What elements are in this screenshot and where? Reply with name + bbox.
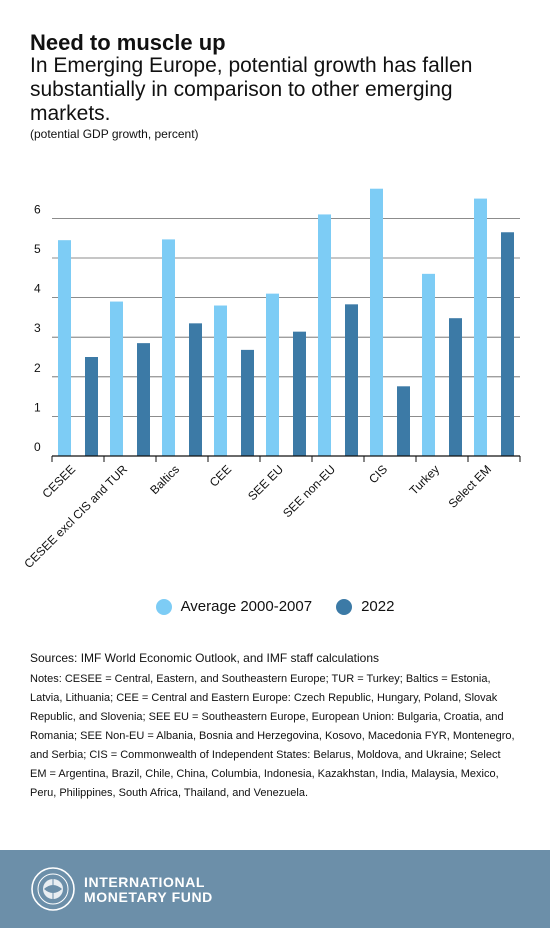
legend-swatch-average [155,598,172,615]
bar [397,386,410,456]
x-tick-label: Baltics [147,462,182,497]
bar [266,293,279,456]
bar [189,323,202,456]
bar [370,188,383,456]
bar [85,357,98,456]
bar [214,305,227,456]
notes-text: Notes: CESEE = Central, Eastern, and Sou… [30,673,515,799]
chart-title: Need to muscle up [30,30,226,55]
legend-item-average: Average 2000-2007 [155,598,313,615]
y-tick-label: 6 [34,202,41,216]
x-tick-label: CIS [366,462,390,486]
y-tick-label: 1 [34,400,41,414]
x-tick-label: CESEE [39,462,78,501]
legend-item-2022: 2022 [336,598,394,615]
bar [501,232,514,456]
bar [345,304,358,456]
legend-swatch-2022 [336,598,353,615]
bar [58,240,71,456]
footer-bar [0,850,550,928]
legend-label-average: Average 2000-2007 [180,598,313,615]
bar [162,239,175,456]
y-tick-label: 5 [34,242,41,256]
y-tick-label: 4 [34,282,41,296]
x-tick-label: Turkey [407,462,443,498]
x-tick-label: Select EM [446,462,495,511]
bar [137,343,150,456]
bar [449,318,462,456]
bar [474,198,487,456]
imf-wordmark: INTERNATIONAL MONETARY FUND [84,875,213,905]
x-tick-label: SEE non-EU [280,462,338,520]
y-tick-label: 2 [34,361,41,375]
x-tick-label: SEE EU [245,462,286,503]
bar [422,273,435,456]
bar [293,331,306,456]
imf-wordmark-line1: INTERNATIONAL [84,874,206,890]
x-tick-label: CESEE excl CIS and TUR [21,462,130,571]
legend-label-2022: 2022 [361,598,395,615]
chart-subtitle: In Emerging Europe, potential growth has… [30,54,473,125]
sources-note: Sources: IMF World Economic Outlook, and… [30,651,380,665]
legend: Average 2000-2007 2022 [0,598,550,615]
y-tick-label: 0 [34,440,41,454]
x-tick-label: CEE [207,462,234,489]
y-tick-label: 3 [34,321,41,335]
bar [110,301,123,456]
bar [318,214,331,456]
unit-note: (potential GDP growth, percent) [30,127,199,141]
imf-seal-icon [31,867,75,911]
imf-wordmark-line2: MONETARY FUND [84,889,213,905]
bar [241,349,254,456]
